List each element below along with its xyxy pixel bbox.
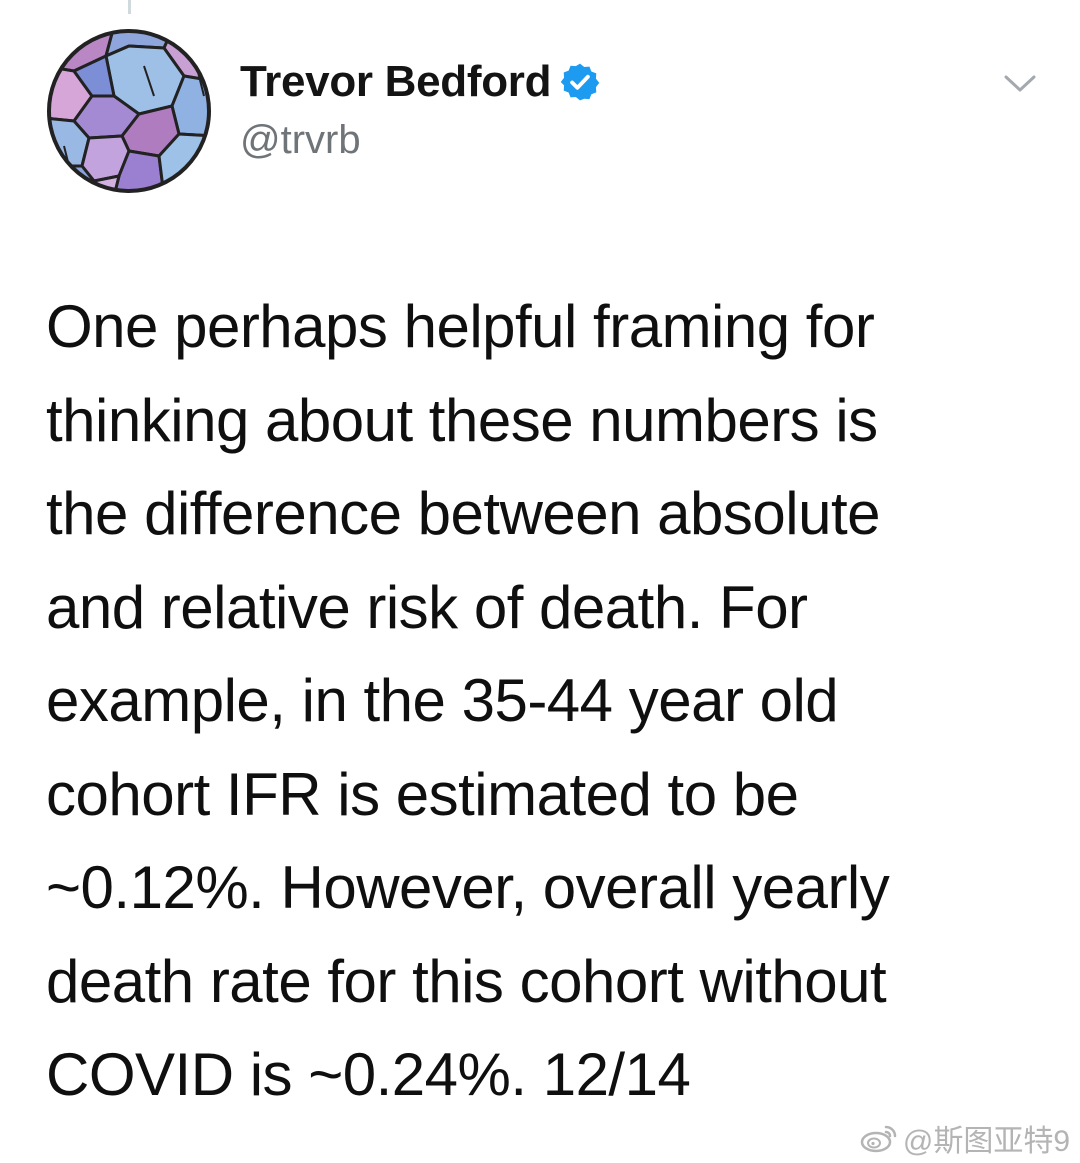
tweet-text-line: and relative risk of death. For [46, 573, 808, 641]
author-handle[interactable]: @trvrb [240, 118, 361, 162]
avatar[interactable] [44, 26, 214, 196]
watermark: @斯图亚特9 [859, 1116, 1070, 1160]
tweet-text-line: COVID is ~0.24%. 12/14 [46, 1041, 691, 1108]
tweet-text: One perhaps helpful framing for thinking… [46, 280, 1056, 1122]
geometric-mosaic-avatar-icon [47, 29, 211, 193]
weibo-logo-icon [860, 1125, 897, 1153]
author-name-row[interactable]: Trevor Bedford [240, 57, 601, 106]
watermark-text: @斯图亚特9 [902, 1125, 1070, 1158]
tweet-text-line: One perhaps helpful framing for [46, 293, 875, 360]
thread-connector-line [128, 0, 131, 14]
tweet-text-line: ~0.12%. However, overall yearly [46, 854, 890, 921]
author-display-name[interactable]: Trevor Bedford [240, 57, 552, 106]
tweet-text-line: cohort IFR is estimated to be [46, 760, 799, 828]
chevron-down-icon[interactable] [1000, 68, 1040, 98]
tweet-text-line: example, in the 35-44 year old [46, 667, 839, 734]
verified-badge-icon [560, 63, 600, 101]
tweet-text-line: thinking about these numbers is [46, 386, 878, 454]
tweet-text-line: death rate for this cohort without [46, 947, 887, 1015]
tweet-text-line: the difference between absolute [46, 480, 881, 547]
